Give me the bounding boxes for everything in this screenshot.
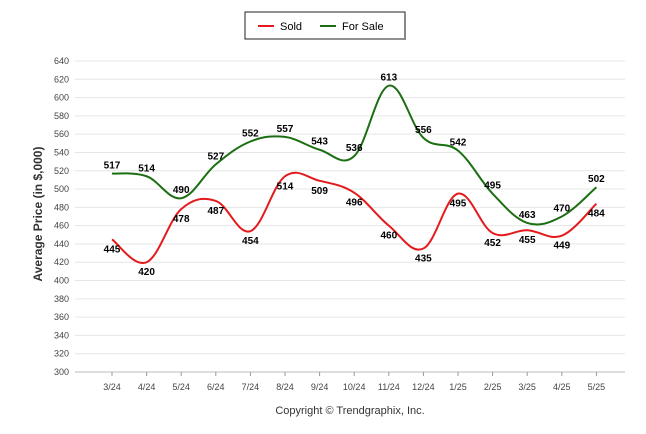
data-label-sold: 420 xyxy=(138,267,155,278)
data-label-for-sale: 470 xyxy=(553,204,570,215)
x-tick-label: 5/25 xyxy=(588,382,606,392)
y-tick-label: 560 xyxy=(54,129,69,139)
y-tick-label: 580 xyxy=(54,111,69,121)
data-label-for-sale: 552 xyxy=(242,128,259,139)
x-tick-label: 6/24 xyxy=(207,382,225,392)
data-label-sold: 445 xyxy=(104,244,121,255)
x-tick-label: 9/24 xyxy=(311,382,329,392)
series-line-sold xyxy=(111,171,598,264)
data-label-sold: 487 xyxy=(207,206,224,217)
data-label-for-sale: 536 xyxy=(346,143,363,154)
x-tick-label: 4/24 xyxy=(138,382,156,392)
data-label-sold: 478 xyxy=(173,214,190,225)
y-tick-label: 340 xyxy=(54,330,69,340)
data-label-sold: 435 xyxy=(415,254,432,265)
y-tick-label: 640 xyxy=(54,56,69,66)
x-tick-label: 3/24 xyxy=(103,382,121,392)
y-tick-label: 480 xyxy=(54,202,69,212)
legend-label-sold: Sold xyxy=(280,21,302,33)
y-tick-label: 400 xyxy=(54,276,69,286)
x-tick-label: 12/24 xyxy=(412,382,435,392)
y-tick-label: 320 xyxy=(54,349,69,359)
data-label-sold: 496 xyxy=(346,198,363,209)
data-label-for-sale: 556 xyxy=(415,125,432,136)
data-labels: 445 420 478 487 454 514 509 496 460 435 495 452 455 4… xyxy=(104,73,606,279)
data-label-sold: 514 xyxy=(277,181,294,192)
data-label-sold: 449 xyxy=(553,241,570,252)
data-label-for-sale: 463 xyxy=(519,210,536,221)
y-tick-label: 440 xyxy=(54,239,69,249)
x-tick-label: 1/25 xyxy=(449,382,467,392)
x-tick-label: 4/25 xyxy=(553,382,571,392)
y-tick-label: 500 xyxy=(54,184,69,194)
x-tick-label: 8/24 xyxy=(276,382,294,392)
data-label-for-sale: 542 xyxy=(450,138,467,149)
y-tick-label: 380 xyxy=(54,294,69,304)
data-label-for-sale: 557 xyxy=(277,124,294,135)
data-label-sold: 495 xyxy=(450,199,467,210)
x-tick-label: 2/25 xyxy=(484,382,502,392)
y-axis-ticks: 300 320 340 360 380 400 420 440 460 480 500 520 540 5… xyxy=(54,56,69,377)
data-label-sold: 460 xyxy=(380,231,397,242)
series-lines xyxy=(111,84,598,264)
y-tick-label: 600 xyxy=(54,93,69,103)
x-axis-ticks: 3/24 4/24 5/24 6/24 7/24 8/24 9/24 10/24 11/24 12… xyxy=(103,372,605,392)
data-label-for-sale: 502 xyxy=(588,174,605,185)
x-tick-label: 11/24 xyxy=(378,382,400,392)
legend: Sold For Sale xyxy=(244,11,406,40)
copyright-footer: Copyright © Trendgraphix, Inc. xyxy=(275,405,424,417)
y-tick-label: 620 xyxy=(54,74,69,84)
data-label-sold: 452 xyxy=(484,238,501,249)
y-axis-label: Average Price (in $,000) xyxy=(31,147,45,282)
x-tick-label: 10/24 xyxy=(343,382,366,392)
y-tick-label: 360 xyxy=(54,312,69,322)
grid xyxy=(75,60,625,373)
y-tick-label: 540 xyxy=(54,147,69,157)
legend-label-for-sale: For Sale xyxy=(342,21,384,33)
x-tick-label: 3/25 xyxy=(518,382,536,392)
x-tick-label: 7/24 xyxy=(242,382,260,392)
y-tick-label: 420 xyxy=(54,257,69,267)
data-label-for-sale: 495 xyxy=(484,181,501,192)
x-tick-label: 5/24 xyxy=(172,382,190,392)
data-label-sold: 509 xyxy=(311,186,328,197)
y-tick-label: 520 xyxy=(54,166,69,176)
series-line-for-sale xyxy=(111,84,598,226)
data-label-for-sale: 517 xyxy=(104,161,121,172)
data-label-sold: 484 xyxy=(588,209,605,220)
data-label-for-sale: 490 xyxy=(173,185,190,196)
data-label-sold: 455 xyxy=(519,235,536,246)
data-label-sold: 454 xyxy=(242,236,259,247)
data-label-for-sale: 527 xyxy=(207,151,224,162)
data-label-for-sale: 543 xyxy=(311,137,328,148)
data-label-for-sale: 613 xyxy=(380,73,397,84)
y-tick-label: 460 xyxy=(54,221,69,231)
data-label-for-sale: 514 xyxy=(138,163,155,174)
y-tick-label: 300 xyxy=(54,367,69,377)
